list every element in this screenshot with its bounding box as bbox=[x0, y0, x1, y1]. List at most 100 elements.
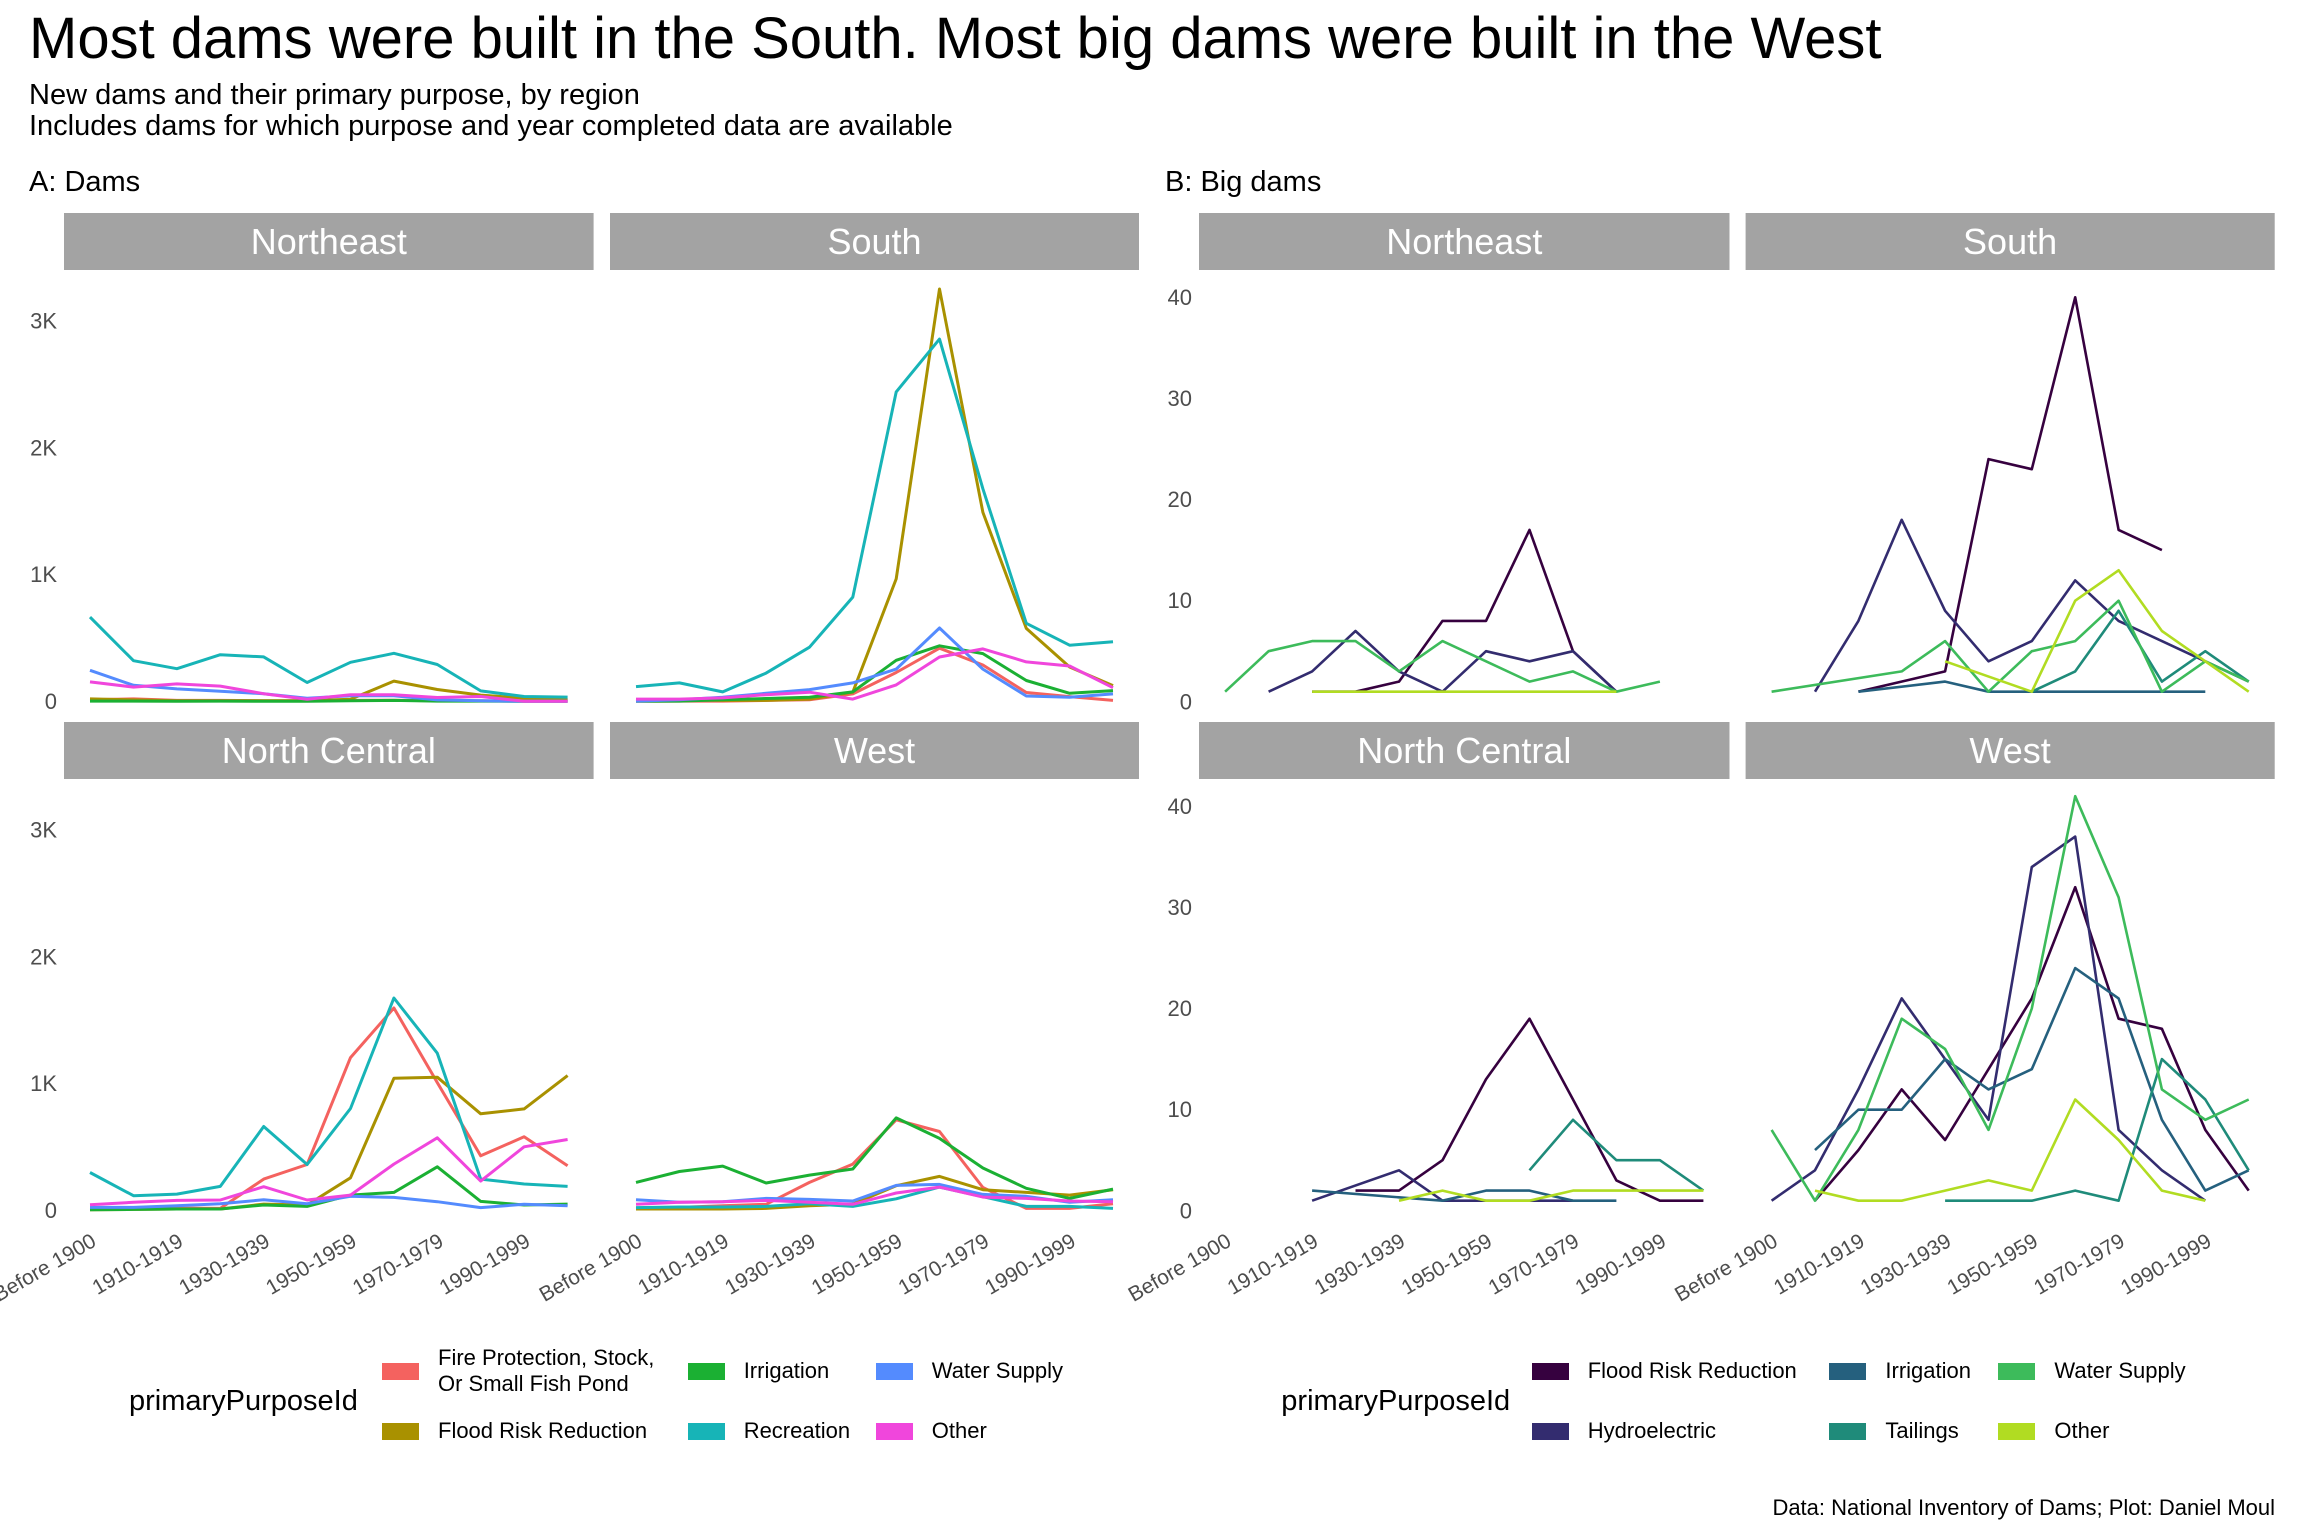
x-tick-label: Before 1900 bbox=[1125, 1230, 1236, 1307]
y-tick-label: 0 bbox=[1180, 689, 1192, 714]
x-tick-label: 1910-1919 bbox=[1224, 1230, 1322, 1300]
legend-item-tailings: Tailings bbox=[1829, 1402, 1959, 1462]
facet-strip bbox=[1745, 213, 2275, 270]
facet-south: South bbox=[610, 213, 1139, 703]
y-tick-label: 10 bbox=[1168, 588, 1192, 613]
legend-swatch bbox=[1531, 1362, 1569, 1380]
chart-subtitle-line-2: Includes dams for which purpose and year… bbox=[29, 110, 953, 142]
legend-swatch bbox=[382, 1423, 419, 1441]
line-north-central-irrigation bbox=[89, 1165, 568, 1212]
line-west-recreation bbox=[635, 1185, 1114, 1210]
legend-item-irrigation: Irrigation bbox=[1829, 1341, 1971, 1401]
legend-swatch bbox=[1829, 1362, 1867, 1380]
legend-label: Irrigation bbox=[743, 1357, 830, 1383]
facet-strip bbox=[1745, 722, 2275, 779]
y-tick-label: 3K bbox=[30, 308, 57, 333]
facet-northeast: Northeast 0 1K 2K 3K bbox=[30, 213, 594, 714]
line-west-hydroelectric bbox=[1770, 835, 2207, 1202]
x-tick-label: 1990-1999 bbox=[436, 1230, 534, 1300]
x-tick-label: 1930-1939 bbox=[1311, 1230, 1409, 1300]
line-north-central-flood-risk-reduction bbox=[1355, 1017, 1704, 1202]
x-tick-label: 1990-1999 bbox=[2117, 1230, 2215, 1300]
legend-item-other: Other bbox=[1998, 1402, 2109, 1462]
facet-north-central: North Central 0 1K 2K 3K Before 19001910-1919… bbox=[0, 722, 594, 1307]
chart-subtitle-line-1: New dams and their primary purpose, by r… bbox=[29, 79, 640, 111]
line-south-hydroelectric bbox=[1813, 518, 2250, 693]
facet-strip bbox=[1199, 722, 1730, 779]
legend-label: Other bbox=[931, 1418, 987, 1444]
y-tick-label: 0 bbox=[45, 1198, 57, 1223]
x-tick-label: Before 1900 bbox=[535, 1230, 646, 1307]
facet-strip-label: West bbox=[1969, 730, 2050, 771]
line-north-central-hydroelectric bbox=[1311, 1169, 1573, 1202]
line-northeast-recreation bbox=[88, 616, 568, 699]
legend-label: Water Supply bbox=[2054, 1357, 2186, 1383]
legend-swatch bbox=[687, 1423, 725, 1441]
line-west-other bbox=[635, 1185, 1114, 1206]
line-west-irrigation bbox=[635, 1116, 1114, 1200]
facet-strip-label: South bbox=[827, 221, 921, 262]
legend-label: Flood Risk Reduction bbox=[438, 1418, 648, 1444]
legend-swatch bbox=[687, 1362, 725, 1380]
x-tick-label: 1930-1939 bbox=[1857, 1230, 1955, 1300]
legend-item-water-supply: Water Supply bbox=[875, 1341, 1063, 1401]
line-west-tailings bbox=[1945, 1057, 2250, 1202]
chart-caption: Data: National Inventory of Dams; Plot: … bbox=[1772, 1495, 2275, 1520]
x-tick-label: 1910-1919 bbox=[634, 1230, 732, 1300]
panel-label-dams: A: Dams bbox=[29, 166, 141, 198]
line-south-flood-risk-reduction bbox=[1858, 295, 2163, 693]
y-tick-label: 10 bbox=[1168, 1097, 1192, 1122]
legend-swatch bbox=[875, 1423, 913, 1441]
legend-swatch bbox=[1998, 1423, 2036, 1441]
line-northeast-flood-risk-reduction bbox=[1312, 528, 1618, 694]
x-tick-label: Before 1900 bbox=[1671, 1230, 1782, 1307]
legend-item-water-supply: Water Supply bbox=[1998, 1341, 2186, 1401]
facet-strip-label: West bbox=[834, 730, 915, 771]
line-south-other bbox=[636, 647, 1114, 701]
legend-swatch bbox=[875, 1362, 913, 1380]
legend-label: Irrigation bbox=[1885, 1357, 1971, 1383]
line-north-central-fire-protection-stock-or-small-fish-pond bbox=[90, 1006, 569, 1210]
x-tick-label: 1950-1959 bbox=[262, 1230, 360, 1300]
y-tick-label: 0 bbox=[45, 689, 57, 714]
facet-strip-label: South bbox=[1963, 221, 2057, 262]
line-west-water-supply bbox=[1770, 794, 2250, 1202]
legend-title: primaryPurposeId bbox=[1281, 1384, 1511, 1417]
legend-label-line: Fire Protection, Stock, bbox=[438, 1344, 655, 1370]
legend-item-flood-risk-reduction: Flood Risk Reduction bbox=[1531, 1341, 1797, 1401]
legend-item-flood-risk-reduction: Flood Risk Reduction bbox=[382, 1402, 647, 1462]
line-south-other bbox=[1944, 568, 2250, 694]
legend-label-line: Or Small Fish Pond bbox=[438, 1371, 629, 1396]
legend-swatch bbox=[1531, 1423, 1569, 1441]
panel-group-b-big-dams: Northeast 0 10 20 30 40 South North Central 0 10 2… bbox=[1125, 213, 2275, 1307]
legend-label: Other bbox=[2054, 1418, 2110, 1444]
facet-strip bbox=[1199, 213, 1730, 270]
line-north-central-water-supply bbox=[90, 1194, 568, 1210]
facet-strip bbox=[610, 722, 1139, 779]
legend-label: Fire Protection, Stock, Or Small Fish Pon… bbox=[438, 1345, 654, 1398]
facet-strip bbox=[610, 213, 1139, 270]
y-tick-label: 30 bbox=[1168, 386, 1192, 411]
y-tick-label: 0 bbox=[1180, 1198, 1192, 1223]
facet-south: South bbox=[1745, 213, 2275, 694]
facet-northeast: Northeast 0 10 20 30 40 bbox=[1168, 213, 1730, 714]
facet-strip bbox=[64, 722, 594, 779]
x-tick-label: 1930-1939 bbox=[175, 1230, 273, 1300]
x-tick-label: 1910-1919 bbox=[1770, 1230, 1868, 1300]
line-north-central-other bbox=[89, 1136, 568, 1207]
legend-item-other: Other bbox=[875, 1402, 987, 1462]
panel-label-big-dams: B: Big dams bbox=[1165, 166, 1322, 198]
legend-swatch bbox=[382, 1362, 419, 1380]
y-tick-label: 1K bbox=[30, 562, 57, 587]
line-northeast-water-supply bbox=[1224, 639, 1661, 694]
line-north-central-flood-risk-reduction bbox=[89, 1074, 569, 1212]
y-tick-label: 20 bbox=[1168, 996, 1192, 1021]
x-tick-label: 1970-1979 bbox=[894, 1230, 992, 1300]
facet-strip-label: Northeast bbox=[251, 221, 407, 262]
y-tick-label: 2K bbox=[30, 435, 57, 460]
line-south-irrigation bbox=[1858, 680, 2206, 694]
line-south-recreation bbox=[635, 337, 1114, 694]
legend-swatch bbox=[1829, 1423, 1867, 1441]
y-tick-label: 3K bbox=[30, 817, 57, 842]
